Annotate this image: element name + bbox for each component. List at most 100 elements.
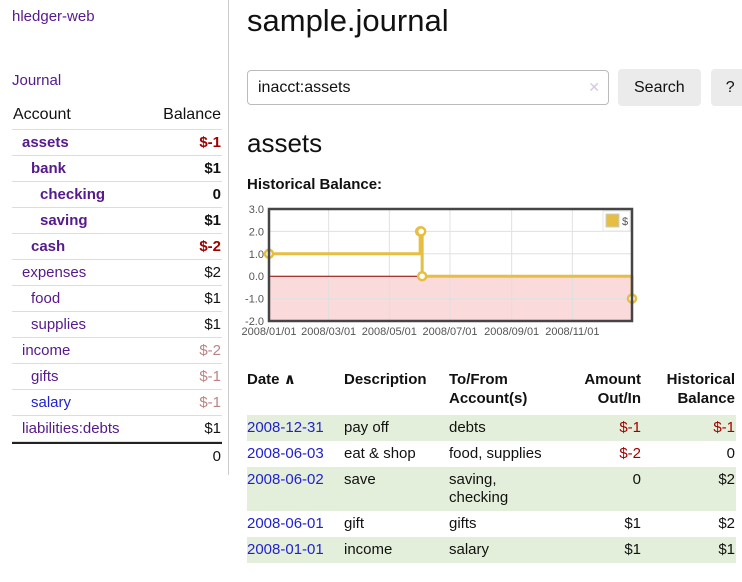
account-link-assets[interactable]: assets	[22, 134, 69, 151]
register-row: 2008-06-03 eat & shop food, supplies $-2 0	[247, 441, 736, 467]
svg-text:$: $	[622, 216, 628, 228]
svg-text:3.0: 3.0	[249, 204, 264, 216]
register-date-cell: 2008-06-01	[247, 511, 344, 537]
svg-text:-2.0: -2.0	[245, 316, 264, 328]
account-name-cell: gifts	[12, 363, 117, 389]
account-row: assets $-1	[12, 130, 222, 155]
page-title: sample.journal	[247, 3, 449, 38]
search-bar: ✕ Search ?	[247, 69, 742, 106]
account-row: gifts $-1	[12, 363, 222, 389]
account-name-cell: saving	[12, 207, 117, 233]
accounts-total-spacer	[12, 442, 117, 469]
register-accounts: saving, checking	[449, 471, 509, 506]
help-button[interactable]: ?	[710, 69, 742, 106]
accounts-header-line2: Account(s)	[449, 390, 528, 407]
register-balance: $-1	[713, 419, 735, 436]
register-description: pay off	[344, 419, 389, 436]
register-header-date[interactable]: Date ∧	[247, 368, 344, 415]
register-row: 2008-12-31 pay off debts $-1 $-1	[247, 415, 736, 441]
account-link-cash[interactable]: cash	[31, 238, 66, 255]
account-link-saving[interactable]: saving	[40, 212, 88, 229]
app-title-link[interactable]: hledger-web	[12, 8, 95, 25]
register-header-amount: Amount Out/In	[561, 368, 642, 415]
register-amount: $1	[624, 541, 641, 558]
account-balance: $-1	[199, 134, 221, 151]
balance-header-line2: Balance	[677, 390, 735, 407]
register-table: Date ∧ Description To/From Account(s) Am…	[247, 368, 736, 563]
date-header-label: Date	[247, 371, 280, 388]
svg-text:-1.0: -1.0	[245, 294, 264, 306]
register-description: gift	[344, 515, 365, 532]
account-name-cell: bank	[12, 155, 117, 181]
account-row: supplies $1	[12, 311, 222, 337]
account-balance: $-1	[117, 363, 222, 389]
account-name-cell: expenses	[12, 259, 117, 285]
account-row: expenses $2	[12, 259, 222, 285]
sort-ascending-icon: ∧	[283, 371, 296, 388]
search-button[interactable]: Search	[618, 69, 701, 106]
register-row: 2008-06-02 save saving, checking 0 $2	[247, 467, 736, 511]
register-date-cell: 2008-06-03	[247, 441, 344, 467]
accounts-table: Account Balance assets $-1 bank $1 checking 0…	[12, 104, 222, 469]
account-balance: $1	[117, 207, 222, 233]
register-amount: $-1	[619, 419, 641, 436]
account-link-checking[interactable]: checking	[40, 186, 106, 203]
account-row: salary $-1	[12, 389, 222, 415]
transaction-date-link[interactable]: 2008-06-03	[247, 445, 324, 462]
accounts-total-value: 0	[117, 442, 222, 469]
chart-heading: Historical Balance:	[247, 176, 383, 193]
account-link-expenses[interactable]: expenses	[22, 264, 87, 281]
svg-text:2008/05/01: 2008/05/01	[362, 326, 417, 338]
account-name-cell: checking	[12, 181, 117, 207]
transaction-date-link[interactable]: 2008-12-31	[247, 419, 324, 436]
transaction-date-link[interactable]: 2008-06-02	[247, 471, 324, 488]
svg-text:2008/09/01: 2008/09/01	[484, 326, 539, 338]
svg-text:2008/11/01: 2008/11/01	[545, 326, 599, 338]
accounts-header-row: Account Balance	[12, 104, 222, 130]
register-description: income	[344, 541, 393, 558]
transaction-date-link[interactable]: 2008-06-01	[247, 515, 324, 532]
account-name-cell: food	[12, 285, 117, 311]
transaction-date-link[interactable]: 2008-01-01	[247, 541, 324, 558]
svg-text:2.0: 2.0	[249, 226, 264, 238]
clear-search-icon[interactable]: ✕	[588, 79, 600, 95]
account-row: food $1	[12, 285, 222, 311]
account-balance: $2	[117, 259, 222, 285]
balance-header-line1: Historical	[666, 371, 735, 388]
account-heading: assets	[247, 128, 323, 158]
account-row: bank $1	[12, 155, 222, 181]
account-balance: $-2	[117, 233, 222, 259]
account-link-gifts[interactable]: gifts	[31, 368, 59, 385]
account-link-income[interactable]: income	[22, 342, 71, 359]
journal-link[interactable]: Journal	[12, 72, 62, 89]
account-link-supplies[interactable]: supplies	[31, 316, 87, 333]
register-header-balance: Historical Balance	[642, 368, 736, 415]
register-header-description: Description	[344, 371, 427, 388]
register-amount: $-2	[619, 445, 641, 462]
account-row: cash $-2	[12, 233, 222, 259]
register-date-cell: 2008-12-31	[247, 415, 344, 441]
register-row: 2008-06-01 gift gifts $1 $2	[247, 511, 736, 537]
account-link-liabilities-debts[interactable]: liabilities:debts	[22, 420, 120, 437]
account-balance: $1	[117, 311, 222, 337]
account-name-cell: salary	[12, 389, 117, 415]
register-amount: 0	[632, 471, 641, 488]
register-accounts: food, supplies	[449, 445, 542, 462]
register-description: eat & shop	[344, 445, 416, 462]
account-row: income $-2	[12, 337, 222, 363]
register-balance: $2	[718, 515, 735, 532]
account-row: saving $1	[12, 207, 222, 233]
search-input[interactable]	[247, 70, 609, 105]
account-name-cell: assets	[12, 130, 117, 155]
main-content: sample.journal ✕ Search ? assets Histori…	[229, 0, 742, 563]
register-description: save	[344, 471, 376, 488]
account-link-bank[interactable]: bank	[31, 160, 67, 177]
account-link-food[interactable]: food	[31, 290, 61, 307]
register-row: 2008-01-01 income salary $1 $1	[247, 537, 736, 563]
account-name-cell: supplies	[12, 311, 117, 337]
account-link-salary[interactable]: salary	[31, 394, 72, 411]
account-balance: $-1	[117, 389, 222, 415]
sidebar: hledger-web Journal Account Balance asse…	[0, 0, 229, 475]
account-balance: $-2	[117, 337, 222, 363]
